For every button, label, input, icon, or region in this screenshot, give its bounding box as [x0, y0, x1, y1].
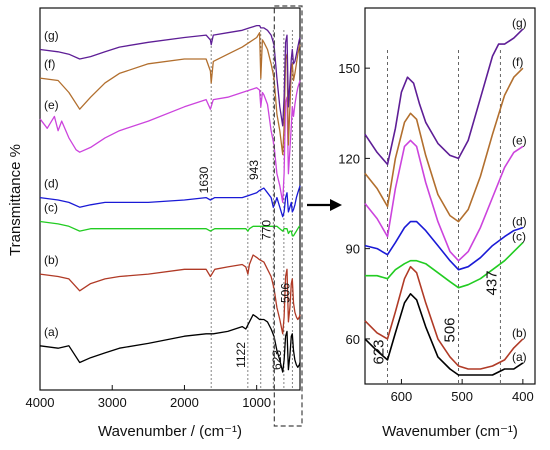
right-y-tick-label-90: 90 [346, 242, 360, 257]
right-series-line-2 [365, 242, 524, 289]
left-x-ticks: 4000 3000 2000 1000 [26, 385, 271, 410]
right-series-line-3 [364, 220, 524, 271]
left-annotation-623: 623 [270, 350, 284, 370]
right-curve-label-5: (f) [512, 55, 523, 69]
right-series-line-4 [364, 139, 524, 262]
left-series-group [39, 24, 301, 373]
left-y-axis-title: Transmittance % [7, 144, 24, 256]
left-curve-label-3: (d) [44, 177, 59, 191]
right-y-tick-label-150: 150 [338, 61, 360, 76]
left-series-line-5 [39, 32, 301, 156]
right-y-tick-label-60: 60 [346, 332, 360, 347]
right-curve-labels: (a) (b) (c)(d) (e) (f) (g) [512, 16, 527, 364]
left-curve-label-4: (e) [44, 98, 59, 112]
right-x-axis-title: Wavenumber (cm⁻¹) [382, 423, 518, 440]
left-series-line-4 [39, 80, 301, 204]
right-curve-label-4: (e) [512, 133, 527, 147]
left-x-tick-label-1000: 1000 [242, 395, 271, 410]
left-annotation-1630: 1630 [197, 166, 211, 193]
right-plot-frame [364, 7, 536, 385]
right-x-ticks: 600 500 400 [391, 379, 534, 404]
left-plot-frame [39, 7, 301, 391]
left-series-line-1 [39, 254, 301, 335]
left-curve-label-5: (f) [44, 57, 55, 71]
left-x-tick-label-4000: 4000 [26, 395, 55, 410]
right-annotation-lines [387, 50, 501, 384]
right-x-tick-label-400: 400 [512, 389, 534, 404]
left-curve-label-6: (g) [44, 28, 59, 42]
right-curve-label-3: (d) [512, 215, 527, 229]
left-annotation-770: 770 [259, 220, 273, 240]
left-series-line-2 [39, 220, 300, 237]
left-x-tick-label-3000: 3000 [98, 395, 127, 410]
left-curve-label-2: (c) [44, 201, 58, 215]
right-curve-label-6: (g) [512, 16, 527, 30]
left-annotations: 1630 1122 943 770 623 506 [197, 160, 292, 370]
right-series-line-5 [364, 67, 524, 223]
zoom-arrow [307, 199, 342, 211]
right-series-group [364, 28, 524, 376]
left-panel: 4000 3000 2000 1000 (a) (b) (c) (d) (e) (f) (g) 1… [7, 5, 303, 440]
left-series-line-6 [39, 24, 301, 127]
right-series-line-0 [364, 292, 524, 376]
left-annotation-943: 943 [247, 160, 261, 180]
left-curve-labels: (a) (b) (c) (d) (e) (f) (g) [44, 28, 59, 338]
right-curve-label-2: (c) [512, 230, 526, 244]
right-annotation-623: 623 [370, 339, 387, 364]
left-x-tick-label-2000: 2000 [170, 395, 199, 410]
right-series-line-6 [364, 28, 524, 166]
right-x-tick-label-600: 600 [391, 389, 413, 404]
right-y-ticks: 60 90 120 150 [338, 61, 370, 347]
left-series-line-0 [39, 314, 301, 373]
right-y-tick-label-120: 120 [338, 151, 360, 166]
left-curve-label-0: (a) [44, 325, 59, 339]
right-annotations: 623 506 437 [370, 270, 500, 364]
left-series-line-3 [39, 185, 301, 218]
right-annotation-437: 437 [483, 270, 500, 295]
left-x-axis-title: Wavenumber / (cm⁻¹) [98, 423, 242, 440]
right-curve-label-0: (a) [512, 350, 527, 364]
left-annotation-1122: 1122 [234, 342, 248, 368]
right-curve-label-1: (b) [512, 326, 527, 340]
right-series-line-1 [364, 265, 524, 370]
left-annotation-506: 506 [278, 283, 292, 303]
right-x-tick-label-500: 500 [451, 389, 473, 404]
left-curve-label-1: (b) [44, 253, 59, 267]
right-annotation-506: 506 [442, 317, 459, 342]
